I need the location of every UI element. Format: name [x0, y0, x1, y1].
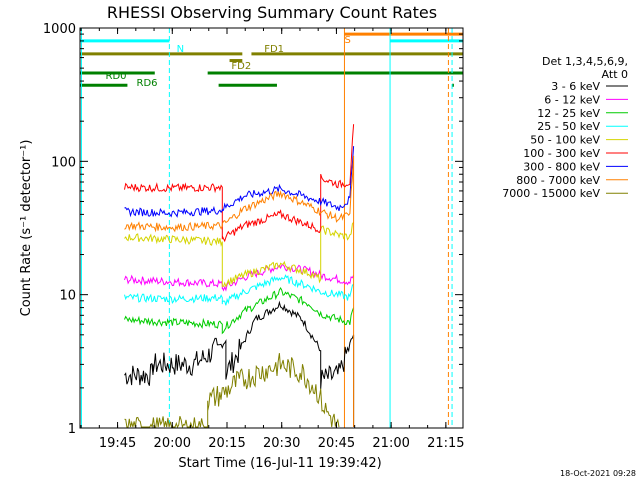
plot-frame [79, 27, 464, 429]
y-axis-label: Count Rate (s⁻¹ detector⁻¹) [19, 140, 34, 317]
flag-label-fd2: FD2 [231, 61, 251, 72]
footer-timestamp: 18-Oct-2021 09:28 [560, 469, 636, 478]
flag-label-fd1: FD1 [264, 44, 284, 55]
series-line-3-6-kev [124, 300, 355, 427]
legend-entry-label: 50 - 100 keV [530, 134, 600, 147]
flag-label-rd0: RD0 [106, 71, 127, 82]
legend-entry-label: 800 - 7000 keV [516, 174, 600, 187]
y-tick-label: 10 [59, 289, 76, 304]
x-tick-label: 21:15 [427, 436, 464, 451]
legend-entry-label: 300 - 800 keV [523, 160, 600, 173]
legend-entry-label: 100 - 300 keV [523, 147, 600, 160]
legend-entry-label: 7000 - 15000 keV [502, 187, 600, 200]
flag-label-n: N [177, 44, 184, 55]
flag-bars: N S FD1 FD2 RD0 RD6 [80, 32, 463, 89]
chart-title: RHESSI Observing Summary Count Rates [107, 3, 437, 22]
legend-entry-label: 6 - 12 keV [544, 93, 600, 106]
series-lines [124, 124, 355, 429]
legend-title: Det 1,3,4,5,6,9, [542, 55, 628, 68]
x-axis-label: Start Time (16-Jul-11 19:39:42) [178, 456, 381, 471]
axis-ticks: 19:45 20:00 20:15 20:30 20:45 21:00 21:15 1 10 10… [43, 22, 465, 451]
x-tick-label: 21:00 [372, 436, 409, 451]
flag-label-s: S [344, 35, 350, 46]
legend-entry-label: 3 - 6 keV [551, 80, 600, 93]
x-tick-label: 20:30 [263, 436, 300, 451]
series-line-6-12-kev [124, 264, 355, 292]
y-tick-label: 100 [51, 155, 76, 170]
series-line-7000-15000-kev [124, 353, 340, 429]
y-tick-label: 1000 [43, 22, 76, 37]
legend-entry-label: 12 - 25 keV [537, 107, 600, 120]
x-tick-label: 20:45 [318, 436, 355, 451]
series-line-12-25-kev [124, 286, 355, 335]
flag-label-rd6: RD6 [137, 78, 158, 89]
series-line-300-800-kev [124, 146, 355, 218]
x-tick-label: 20:15 [208, 436, 245, 451]
y-tick-label: 1 [68, 422, 76, 437]
series-line-100-300-kev [124, 124, 355, 243]
series-line-50-100-kev [124, 221, 355, 288]
series-line-25-50-kev [124, 274, 354, 306]
series-line-800-7000-kev [124, 155, 355, 427]
x-tick-label: 20:00 [154, 436, 191, 451]
legend-entry-label: 25 - 50 keV [537, 120, 600, 133]
legend-title: Att 0 [602, 68, 628, 81]
x-tick-label: 19:45 [99, 436, 136, 451]
